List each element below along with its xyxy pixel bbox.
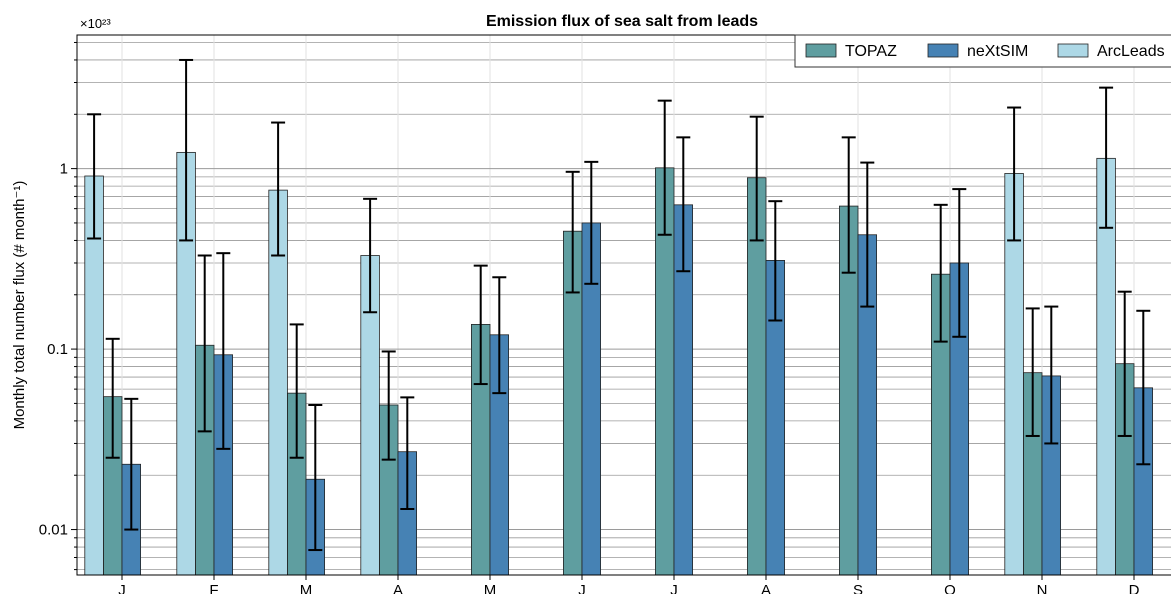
error-bar [768, 200, 783, 322]
error-bar [179, 58, 194, 242]
x-tick-label: J [118, 582, 126, 594]
x-tick-label: J [670, 582, 678, 594]
x-tick-label: D [1129, 582, 1140, 594]
y-tick-label: 0.1 [47, 341, 68, 358]
x-tick-label: F [209, 582, 218, 594]
error-bar [271, 121, 286, 257]
error-bar [676, 136, 691, 273]
x-tick-label: M [300, 582, 313, 594]
error-bar [87, 113, 102, 240]
y-axis-label: Monthly total number flux (# month⁻¹) [11, 181, 28, 430]
legend-label: ArcLeads [1097, 43, 1165, 60]
error-bar [1007, 106, 1022, 242]
error-bar [492, 276, 507, 395]
error-bar [1025, 307, 1040, 437]
x-tick-label: N [1037, 582, 1048, 594]
error-bar [1117, 290, 1132, 437]
x-tick-label: A [761, 582, 771, 594]
legend-label: neXtSIM [967, 43, 1028, 60]
error-bar [933, 203, 948, 343]
x-tick-label: J [578, 582, 586, 594]
legend: TOPAZ neXtSIM ArcLeads [794, 34, 1171, 68]
legend-label: TOPAZ [845, 43, 897, 60]
x-tick-label: S [853, 582, 863, 594]
error-bar [400, 396, 415, 510]
error-bar [584, 160, 599, 285]
legend-swatch [927, 43, 959, 58]
legend-swatch [805, 43, 837, 58]
x-tick-label: O [944, 582, 956, 594]
x-tick-label: M [484, 582, 497, 594]
error-bar [841, 136, 856, 274]
error-bar [952, 188, 967, 338]
error-bar [860, 161, 875, 308]
legend-box [794, 34, 1171, 68]
y-scale-label: ×10²³ [80, 16, 111, 31]
error-bar [657, 99, 672, 236]
error-bar [381, 350, 396, 461]
error-bar [473, 264, 488, 386]
error-bar [105, 337, 120, 459]
error-bar [1044, 305, 1059, 445]
error-bar [216, 252, 231, 450]
error-bar [289, 323, 304, 459]
chart-title: Emission flux of sea salt from leads [486, 13, 758, 30]
error-bar [308, 403, 323, 552]
y-tick-label: 0.01 [39, 522, 68, 539]
error-bar [1136, 309, 1151, 466]
plot-frame [76, 34, 1171, 576]
error-bar [1099, 86, 1114, 229]
error-bar [363, 197, 378, 314]
error-bar [565, 170, 580, 294]
legend-swatch [1057, 43, 1089, 58]
error-bar [197, 254, 212, 433]
error-bar [749, 115, 764, 242]
error-bar [124, 397, 139, 531]
x-tick-label: A [393, 582, 403, 594]
y-tick-label: 1 [60, 161, 68, 178]
